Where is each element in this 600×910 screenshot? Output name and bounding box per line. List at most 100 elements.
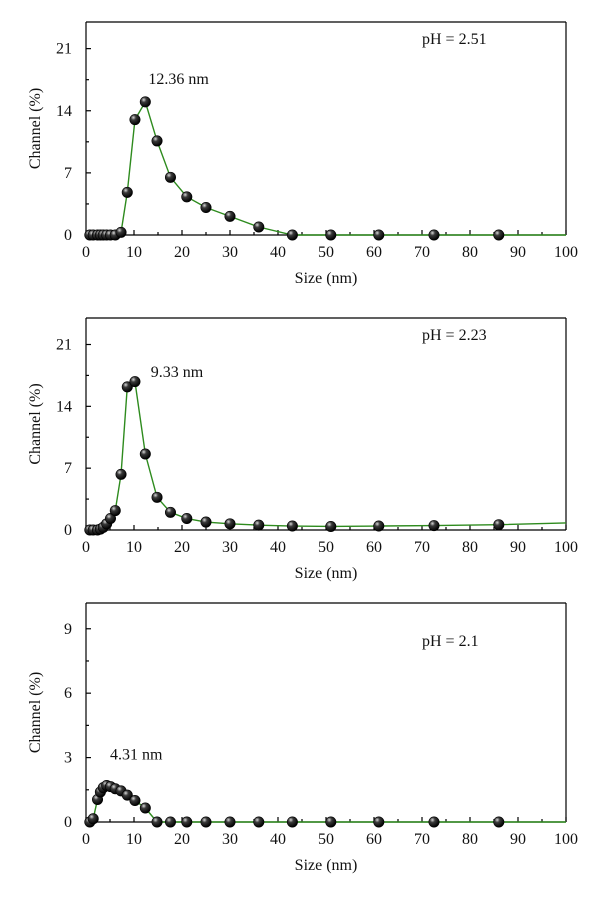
data-point xyxy=(325,816,337,828)
x-tick-label: 90 xyxy=(510,831,526,848)
x-tick-label: 100 xyxy=(554,244,578,261)
data-point xyxy=(373,520,385,532)
data-point xyxy=(325,520,337,532)
x-tick-label: 40 xyxy=(270,539,286,556)
data-point xyxy=(373,816,385,828)
x-tick-label: 50 xyxy=(318,244,334,261)
data-point xyxy=(104,513,116,525)
y-tick-label: 7 xyxy=(64,460,72,477)
y-tick-label: 14 xyxy=(56,103,72,120)
data-point xyxy=(493,816,505,828)
x-tick-label: 70 xyxy=(414,831,430,848)
x-axis-title: Size (nm) xyxy=(295,565,358,582)
data-point xyxy=(428,229,440,241)
x-tick-label: 100 xyxy=(554,539,578,556)
data-point xyxy=(181,816,193,828)
x-tick-label: 100 xyxy=(554,831,578,848)
data-point xyxy=(164,171,176,183)
x-tick-label: 90 xyxy=(510,539,526,556)
x-tick-label: 80 xyxy=(462,539,478,556)
data-point xyxy=(87,813,99,825)
data-point xyxy=(139,448,151,460)
x-tick-label: 10 xyxy=(126,244,142,261)
data-point xyxy=(109,505,121,517)
x-tick-label: 40 xyxy=(270,244,286,261)
y-tick-label: 0 xyxy=(64,814,72,831)
data-point xyxy=(253,221,265,233)
data-point xyxy=(181,191,193,203)
data-point xyxy=(224,518,236,530)
chart-panel-3: 0 10 20 30 40 50 60 70 80 90 100 0 3 6 9 Size (nm) Chann… xyxy=(27,602,578,874)
data-point xyxy=(139,96,151,108)
data-point xyxy=(181,513,193,525)
x-tick-label: 30 xyxy=(222,244,238,261)
data-point xyxy=(151,135,163,147)
y-axis-title: Channel (%) xyxy=(27,88,44,169)
data-point xyxy=(493,519,505,531)
data-point xyxy=(200,816,212,828)
data-point xyxy=(115,468,127,480)
y-tick-label: 0 xyxy=(64,522,72,539)
data-point xyxy=(139,802,151,814)
x-tick-label: 30 xyxy=(222,539,238,556)
data-point xyxy=(428,816,440,828)
x-tick-label: 40 xyxy=(270,831,286,848)
x-tick-label: 90 xyxy=(510,244,526,261)
data-point xyxy=(121,789,133,801)
data-point xyxy=(224,210,236,222)
series-line xyxy=(89,100,566,236)
y-axis-title: Channel (%) xyxy=(27,672,44,753)
x-tick-label: 80 xyxy=(462,831,478,848)
x-tick-label: 10 xyxy=(126,831,142,848)
data-point xyxy=(115,226,127,238)
x-tick-label: 20 xyxy=(174,831,190,848)
data-point xyxy=(121,186,133,198)
data-point xyxy=(286,229,298,241)
data-point xyxy=(121,381,133,393)
data-point xyxy=(373,229,385,241)
data-point xyxy=(286,816,298,828)
chart-panel-2: 0 10 20 30 40 50 60 70 80 90 100 0 7 14 21 Size (nm) Cha… xyxy=(27,317,578,582)
x-tick-label: 20 xyxy=(174,244,190,261)
data-point xyxy=(164,816,176,828)
x-tick-label: 0 xyxy=(82,244,90,261)
data-point xyxy=(200,201,212,213)
x-axis-title: Size (nm) xyxy=(295,270,358,287)
x-tick-label: 60 xyxy=(366,831,382,848)
peak-annotation: 12.36 nm xyxy=(148,71,209,88)
y-axis-title: Channel (%) xyxy=(27,383,44,464)
x-tick-label: 70 xyxy=(414,244,430,261)
peak-annotation: 4.31 nm xyxy=(110,747,163,764)
series-line xyxy=(89,380,567,531)
data-point xyxy=(164,506,176,518)
x-tick-label: 20 xyxy=(174,539,190,556)
data-point xyxy=(151,491,163,503)
data-point xyxy=(253,816,265,828)
data-point xyxy=(129,114,141,126)
ph-annotation: pH = 2.23 xyxy=(422,327,487,344)
data-point xyxy=(286,520,298,532)
y-tick-label: 21 xyxy=(56,41,72,58)
data-point xyxy=(129,376,141,388)
x-tick-label: 50 xyxy=(318,831,334,848)
data-point xyxy=(224,816,236,828)
series-line xyxy=(89,784,566,823)
data-point xyxy=(253,519,265,531)
y-tick-label: 3 xyxy=(64,750,72,767)
x-tick-label: 70 xyxy=(414,539,430,556)
peak-annotation: 9.33 nm xyxy=(151,364,204,381)
y-tick-label: 9 xyxy=(64,621,72,638)
x-tick-label: 10 xyxy=(126,539,142,556)
y-tick-label: 21 xyxy=(56,337,72,354)
chart-panel-1: 0 10 20 30 40 50 60 70 80 90 100 0 7 14 21 Size (nm) Cha… xyxy=(27,21,578,287)
y-tick-label: 0 xyxy=(64,227,72,244)
y-tick-label: 6 xyxy=(64,685,72,702)
x-tick-label: 60 xyxy=(366,244,382,261)
data-point xyxy=(200,516,212,528)
x-tick-label: 0 xyxy=(82,539,90,556)
data-point xyxy=(428,520,440,532)
y-tick-label: 7 xyxy=(64,165,72,182)
x-tick-label: 80 xyxy=(462,244,478,261)
x-tick-label: 0 xyxy=(82,831,90,848)
data-point xyxy=(493,229,505,241)
